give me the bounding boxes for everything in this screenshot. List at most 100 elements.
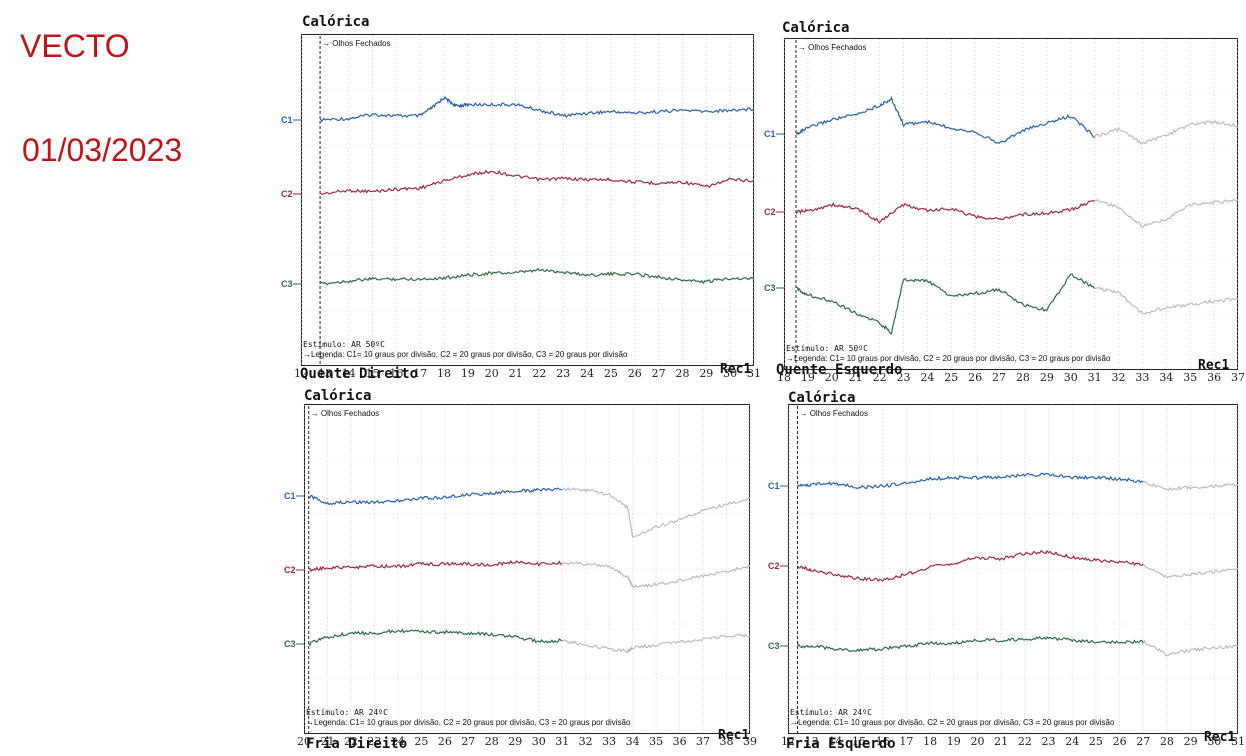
x-tick-label: 31: [1088, 371, 1102, 384]
series-line-c2: [319, 169, 755, 196]
x-tick-label: 15: [366, 367, 380, 380]
x-tick-label: 20: [970, 735, 984, 748]
x-tick-label: 24: [920, 371, 934, 384]
x-tick-label: 18: [437, 367, 451, 380]
x-tick-label: 26: [1113, 735, 1127, 748]
channel-label: C2: [284, 565, 296, 575]
stimulus-label: Estímulo: AR 24ºC: [306, 708, 388, 717]
series-line-c1: [795, 95, 1095, 144]
stimulus-label: Estímulo: AR 50ºC: [786, 344, 868, 353]
x-tick-label: 27: [652, 367, 666, 380]
x-tick-label: 26: [968, 371, 982, 384]
annotation-label: → Olhos Fechados: [322, 39, 390, 48]
channel-label: C1: [768, 481, 780, 491]
x-tick-label: 24: [1065, 735, 1079, 748]
x-tick-label: 12: [781, 735, 795, 748]
x-tick-label: 32: [579, 735, 593, 748]
x-tick-label: 28: [675, 367, 689, 380]
x-tick-label: 29: [1040, 371, 1054, 384]
x-tick-label: 20: [825, 371, 839, 384]
x-tick-label: 19: [461, 367, 475, 380]
x-tick-label: 12: [294, 367, 308, 380]
panel-caption: Fria Esquerdo: [786, 736, 896, 752]
x-tick-label: 26: [438, 735, 452, 748]
x-tick-label: 29: [508, 735, 522, 748]
x-tick-label: 39: [743, 735, 757, 748]
legend-text: →Legenda: C1= 10 graus por divisão, C2 =…: [303, 350, 628, 359]
panel-fria-direito: Calórica 20 21 22 23 24 25 26 27 28 29 30 31 32 33 34 3…: [272, 388, 757, 754]
x-tick-label: 19: [801, 371, 815, 384]
panel-title: Calórica: [782, 20, 850, 36]
channel-label: C1: [284, 491, 296, 501]
series-line-c2: [797, 549, 1144, 582]
x-tick-label: 25: [944, 371, 958, 384]
legend-text: →Legenda: C1= 10 graus por divisão, C2 =…: [786, 354, 1111, 363]
x-tick-label: 21: [509, 367, 523, 380]
chart-svg: 12 13 14 15 16 17 18 19 20 21 22 23 24 25 26 27 28 29 30 31…: [281, 35, 761, 380]
x-tick-label: 36: [1207, 371, 1221, 384]
x-tick-label: 36: [673, 735, 687, 748]
x-tick-label: 13: [318, 367, 332, 380]
x-tick-label: 27: [992, 371, 1006, 384]
annotation-label: → Olhos Fechados: [311, 409, 379, 418]
channel-label: C1: [281, 115, 293, 125]
x-tick-label: 25: [414, 735, 428, 748]
x-tick-label: 15: [852, 735, 866, 748]
stimulus-label: Estímulo: AR 50ºC: [303, 340, 385, 349]
x-tick-label: 21: [320, 735, 334, 748]
series-line-faded-c2: [1094, 198, 1239, 229]
x-tick-label: 28: [1016, 371, 1030, 384]
series-line-c1: [796, 472, 1144, 490]
x-tick-label: 23: [367, 735, 381, 748]
x-tick-label: 30: [1064, 371, 1078, 384]
series-line-faded-c2: [561, 561, 751, 589]
series-line-faded-c1: [1094, 120, 1239, 146]
channel-label: C3: [764, 283, 776, 293]
channel-label: C2: [764, 207, 776, 217]
series-line-c2: [795, 199, 1095, 224]
series-line-c3: [308, 628, 563, 647]
x-tick-label: 30: [1207, 735, 1221, 748]
x-tick-label: 22: [532, 367, 546, 380]
x-tick-label: 21: [994, 735, 1008, 748]
x-tick-label: 24: [580, 367, 594, 380]
x-tick-label: 33: [1135, 371, 1149, 384]
panel-title: Calórica: [302, 14, 370, 30]
annotation-label: → Olhos Fechados: [799, 409, 867, 418]
series-line-faded-c1: [1143, 480, 1239, 491]
chart-frame: [304, 404, 750, 734]
x-tick-label: 31: [555, 735, 569, 748]
x-tick-label: 21: [849, 371, 863, 384]
channel-label: C3: [281, 279, 293, 289]
record-label: Rec1: [1204, 730, 1236, 745]
x-tick-label: 16: [876, 735, 890, 748]
record-label: Rec1: [1198, 358, 1230, 373]
x-tick-label: 27: [1136, 735, 1150, 748]
x-tick-label: 16: [389, 367, 403, 380]
x-tick-label: 28: [485, 735, 499, 748]
chart-svg: 18 19 20 21 22 23 24 25 26 27 28 29 30 31 32 33 34 35 36 37…: [764, 39, 1245, 384]
x-tick-label: 35: [649, 735, 663, 748]
x-tick-label: 30: [723, 367, 737, 380]
panel-fria-esquerdo: Calórica 12 13 14 15 16 17 18 19 20 21 22 23 24 25 26 2…: [758, 390, 1245, 754]
panel-title: Calórica: [788, 390, 856, 406]
x-tick-label: 17: [899, 735, 913, 748]
x-tick-label: 18: [923, 735, 937, 748]
series-line-faded-c1: [561, 486, 751, 538]
panel-caption: Fria Direito: [306, 736, 408, 752]
x-tick-label: 25: [1089, 735, 1103, 748]
annotation-label: → Olhos Fechados: [798, 43, 866, 52]
x-tick-label: 23: [896, 371, 910, 384]
x-tick-label: 35: [1183, 371, 1197, 384]
legend-text: →Legenda: C1= 10 graus por divisão, C2 =…: [306, 718, 631, 727]
channel-label: C3: [284, 639, 296, 649]
x-tick-label: 22: [1018, 735, 1032, 748]
exam-date: 01/03/2023: [22, 132, 183, 168]
x-tick-label: 33: [602, 735, 616, 748]
x-tick-label: 13: [805, 735, 819, 748]
x-tick-label: 22: [873, 371, 887, 384]
x-tick-label: 32: [1112, 371, 1126, 384]
channel-label: C1: [764, 129, 776, 139]
series-line-c1: [319, 96, 755, 123]
series-line-c3: [320, 267, 755, 286]
